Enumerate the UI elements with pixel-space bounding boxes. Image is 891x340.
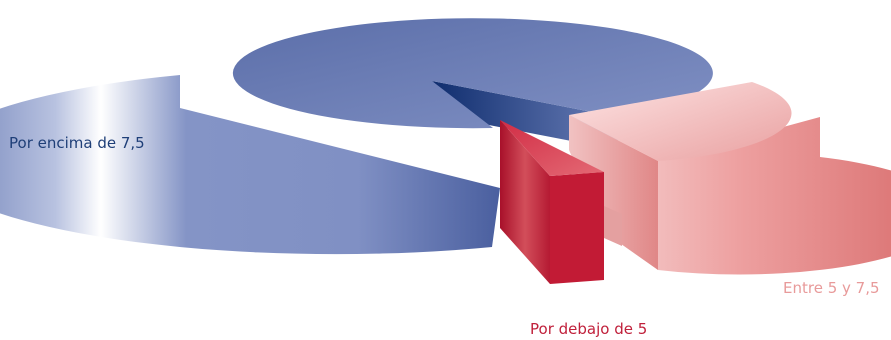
pie-slice-notch-por-debajo-de-5 [604,206,622,246]
pie-slice-side-por-debajo-de-5 [500,120,550,284]
slice-label-por-debajo-de-5: Por debajo de 5 [530,320,648,338]
slice-label-por-encima-de-7-5: Por encima de 7,5 [9,134,145,152]
pie-slice-top-por-encima-de-7-5 [232,18,713,129]
pie-slice-side-por-encima-de-7-5 [0,75,500,255]
pie-slice-top-entre-5-y-7-5 [569,82,792,161]
slice-label-entre-5-y-7-5: Entre 5 y 7,5 [783,279,880,297]
pie-slice-front-por-debajo-de-5 [550,172,604,284]
pie-slice-cut-entre-5-y-7-5 [569,115,658,270]
pie-slice-entre-5-y-7-5 [569,82,891,275]
pie-slice-por-debajo-de-5 [500,120,622,284]
pie-slice-top-por-debajo-de-5 [500,120,604,176]
